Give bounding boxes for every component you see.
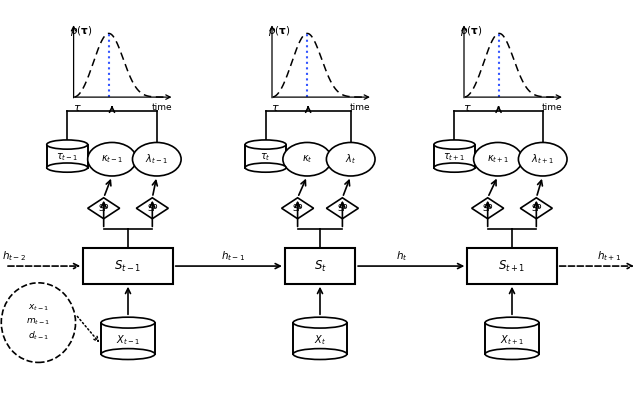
Text: $S_t$: $S_t$ bbox=[314, 259, 326, 274]
Text: $X_{t+1}$: $X_{t+1}$ bbox=[500, 333, 524, 347]
Text: $X_t$: $X_t$ bbox=[314, 333, 326, 347]
Polygon shape bbox=[520, 198, 552, 219]
Text: time: time bbox=[542, 103, 563, 112]
Text: $\kappa_{t-1}$: $\kappa_{t-1}$ bbox=[100, 153, 124, 165]
Polygon shape bbox=[485, 323, 539, 354]
Ellipse shape bbox=[47, 140, 88, 149]
Polygon shape bbox=[293, 323, 347, 354]
Text: time: time bbox=[350, 103, 371, 112]
Text: $\lambda_{t-1}$: $\lambda_{t-1}$ bbox=[145, 153, 168, 166]
Text: SP: SP bbox=[147, 204, 157, 213]
Bar bbox=[467, 248, 557, 284]
Ellipse shape bbox=[88, 142, 136, 176]
Text: SP: SP bbox=[292, 204, 303, 213]
Ellipse shape bbox=[101, 349, 155, 360]
Text: $S_{t-1}$: $S_{t-1}$ bbox=[115, 259, 141, 274]
Polygon shape bbox=[136, 198, 168, 219]
Text: $p(\mathbf{\tau})$: $p(\mathbf{\tau})$ bbox=[268, 24, 291, 38]
Text: $m_{t-1}$: $m_{t-1}$ bbox=[26, 316, 51, 327]
Text: $\tau$: $\tau$ bbox=[73, 103, 82, 114]
Ellipse shape bbox=[485, 317, 539, 328]
Ellipse shape bbox=[293, 349, 347, 360]
Polygon shape bbox=[88, 198, 120, 219]
Text: SP: SP bbox=[483, 204, 493, 213]
Ellipse shape bbox=[101, 317, 155, 328]
Text: $\lambda_{t+1}$: $\lambda_{t+1}$ bbox=[531, 153, 554, 166]
Text: SP: SP bbox=[531, 204, 541, 213]
Ellipse shape bbox=[518, 142, 567, 176]
Text: SP: SP bbox=[337, 204, 348, 213]
Text: $\tau_{t+1}$: $\tau_{t+1}$ bbox=[443, 151, 466, 163]
Ellipse shape bbox=[485, 349, 539, 360]
Text: $S_{t+1}$: $S_{t+1}$ bbox=[499, 259, 525, 274]
Text: $\kappa_t$: $\kappa_t$ bbox=[302, 153, 312, 165]
Polygon shape bbox=[326, 198, 358, 219]
Ellipse shape bbox=[434, 163, 475, 172]
Ellipse shape bbox=[245, 163, 286, 172]
Text: $h_t$: $h_t$ bbox=[396, 249, 408, 263]
Text: $x_{t-1}$: $x_{t-1}$ bbox=[28, 303, 49, 313]
Ellipse shape bbox=[434, 140, 475, 149]
Text: SP: SP bbox=[99, 204, 109, 213]
Text: $p(\mathbf{\tau})$: $p(\mathbf{\tau})$ bbox=[460, 24, 483, 38]
Text: $p(\mathbf{\tau})$: $p(\mathbf{\tau})$ bbox=[70, 24, 92, 38]
Polygon shape bbox=[282, 198, 314, 219]
Ellipse shape bbox=[132, 142, 181, 176]
Text: $\lambda_t$: $\lambda_t$ bbox=[345, 153, 356, 166]
Text: $\tau$: $\tau$ bbox=[271, 103, 280, 114]
Text: $\tau_{t-1}$: $\tau_{t-1}$ bbox=[56, 151, 79, 163]
Ellipse shape bbox=[245, 140, 286, 149]
Text: $h_{t+1}$: $h_{t+1}$ bbox=[597, 249, 621, 263]
Text: $h_{t-2}$: $h_{t-2}$ bbox=[2, 249, 26, 263]
Polygon shape bbox=[245, 145, 286, 168]
Polygon shape bbox=[101, 323, 155, 354]
Text: $\tau$: $\tau$ bbox=[463, 103, 472, 114]
Text: $d_{t-1}$: $d_{t-1}$ bbox=[28, 329, 49, 342]
Text: $X_{t-1}$: $X_{t-1}$ bbox=[116, 333, 140, 347]
Bar bbox=[83, 248, 173, 284]
Ellipse shape bbox=[1, 283, 76, 362]
Ellipse shape bbox=[293, 317, 347, 328]
Polygon shape bbox=[434, 145, 475, 168]
Ellipse shape bbox=[326, 142, 375, 176]
Text: $\tau_t$: $\tau_t$ bbox=[260, 151, 271, 163]
Ellipse shape bbox=[474, 142, 522, 176]
Text: $\kappa_{t+1}$: $\kappa_{t+1}$ bbox=[486, 153, 509, 165]
Bar bbox=[285, 248, 355, 284]
Text: $h_{t-1}$: $h_{t-1}$ bbox=[221, 249, 246, 263]
Ellipse shape bbox=[283, 142, 332, 176]
Text: time: time bbox=[152, 103, 172, 112]
Polygon shape bbox=[47, 145, 88, 168]
Ellipse shape bbox=[47, 163, 88, 172]
Polygon shape bbox=[472, 198, 504, 219]
